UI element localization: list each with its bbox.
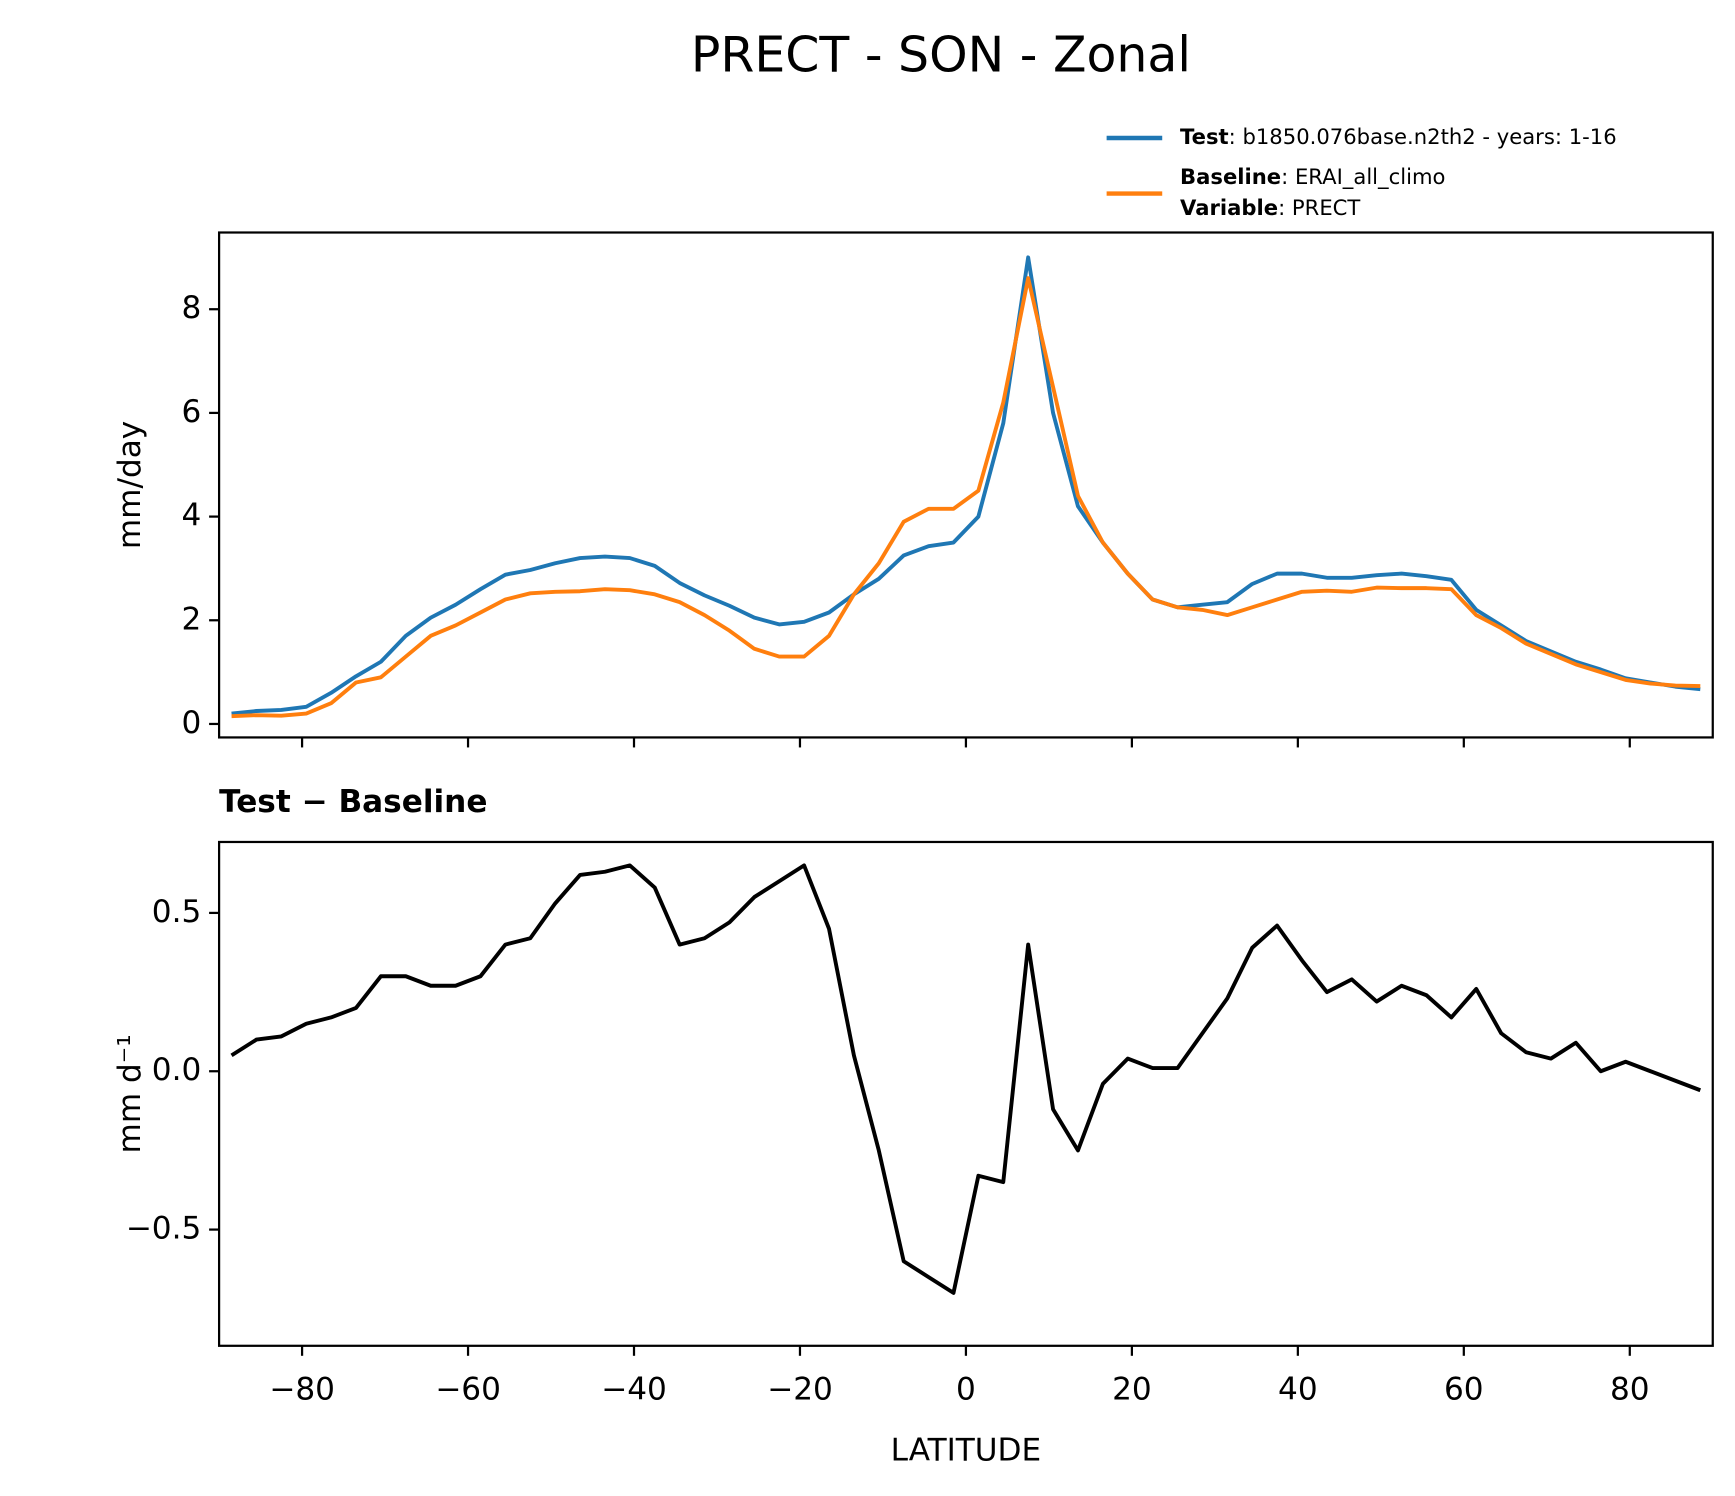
data-line [231,276,1701,719]
x-tick-label: 80 [1610,1371,1650,1407]
legend-label: Test: b1850.076base.n2th2 - years: 1-16 [1180,124,1617,149]
y-tick-label: 0.0 [152,1052,202,1088]
plot-frame [217,231,1714,739]
x-tick-label: −60 [435,1371,501,1407]
x-tick-label: 0 [956,1371,976,1407]
y-tick-label: −0.5 [126,1211,202,1247]
x-tick-label: 40 [1278,1371,1318,1407]
plot-frame [217,840,1714,1347]
y-tick-label: 0 [181,705,201,741]
y-tick-label: 4 [181,498,201,534]
legend-detail: : ERAI_all_climo [1281,164,1445,190]
legend-name: Variable [1180,195,1278,220]
x-tick-label: 20 [1112,1371,1152,1407]
legend-name: Baseline [1180,164,1281,189]
data-line [231,255,1701,716]
legend-name: Test [1180,124,1229,149]
legend-detail: : PRECT [1278,195,1360,220]
y-tick-label: 8 [181,290,201,326]
legend-detail: : b1850.076base.n2th2 - years: 1-16 [1229,124,1617,149]
y-tick-label: 2 [181,601,201,637]
y-tick-label: 0.5 [152,894,202,930]
y-axis-label: mm d⁻¹ [112,1034,148,1153]
subplot-title: Test − Baseline [219,784,487,820]
x-tick-label: −20 [767,1371,833,1407]
x-axis-label: LATITUDE [891,1432,1042,1468]
y-axis-label: mm/day [112,421,148,549]
chart-title: PRECT - SON - Zonal [691,26,1191,83]
x-tick-label: 60 [1444,1371,1484,1407]
x-tick-label: −40 [601,1371,667,1407]
x-tick-label: −80 [269,1371,335,1407]
y-tick-label: 6 [181,394,201,430]
data-line [230,863,1702,1295]
legend-label: Baseline: ERAI_all_climo [1180,164,1445,190]
legend-label: Variable: PRECT [1180,195,1360,220]
